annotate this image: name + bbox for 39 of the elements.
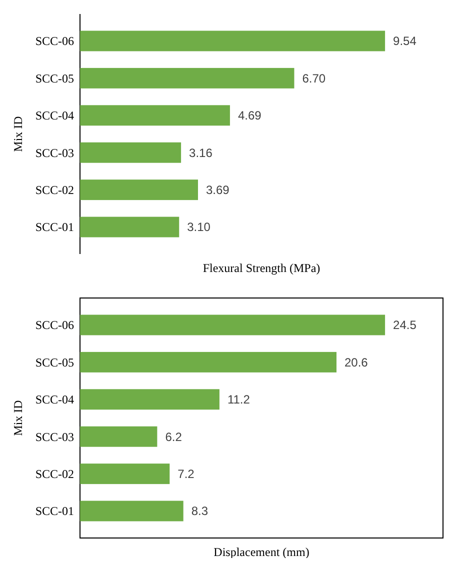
bar (80, 352, 336, 372)
data-label: 6.2 (165, 430, 182, 444)
bar (80, 314, 386, 336)
y-tick-label: SCC-04 (35, 108, 74, 123)
data-label: 6.70 (302, 71, 326, 86)
y-tick-label: SCC-05 (35, 355, 74, 370)
bar (80, 389, 220, 410)
data-label: 11.2 (227, 392, 250, 407)
data-label: 4.69 (238, 108, 262, 123)
bar (80, 426, 158, 447)
data-label: 3.10 (187, 220, 211, 234)
y-tick-label: SCC-06 (35, 318, 74, 332)
y-tick-label: SCC-01 (35, 504, 74, 518)
bar (80, 68, 294, 88)
data-label: 24.5 (393, 318, 417, 332)
data-label: 9.54 (393, 34, 417, 48)
data-label: 8.3 (191, 504, 208, 518)
y-tick-label: SCC-03 (35, 146, 74, 160)
data-label: 7.2 (178, 467, 195, 482)
y-tick-label: SCC-06 (35, 34, 74, 48)
bar (80, 142, 182, 163)
y-axis-title: Mix ID (11, 400, 26, 436)
y-tick-label: SCC-04 (35, 392, 74, 407)
y-tick-label: SCC-01 (35, 220, 74, 234)
bar (80, 216, 180, 238)
x-axis-title: Flexural Strength (MPa) (202, 261, 320, 275)
bar (80, 105, 230, 126)
y-axis-title: Mix ID (11, 116, 26, 152)
data-label: 20.6 (344, 355, 368, 370)
bar (80, 30, 386, 52)
bar (80, 500, 184, 522)
y-tick-label: SCC-02 (35, 183, 74, 198)
data-label: 3.16 (189, 146, 213, 160)
y-tick-label: SCC-03 (35, 430, 74, 444)
data-label: 3.69 (206, 183, 230, 198)
y-tick-label: SCC-05 (35, 71, 74, 86)
bar (80, 464, 170, 484)
y-tick-label: SCC-02 (35, 467, 74, 482)
bar (80, 180, 198, 200)
